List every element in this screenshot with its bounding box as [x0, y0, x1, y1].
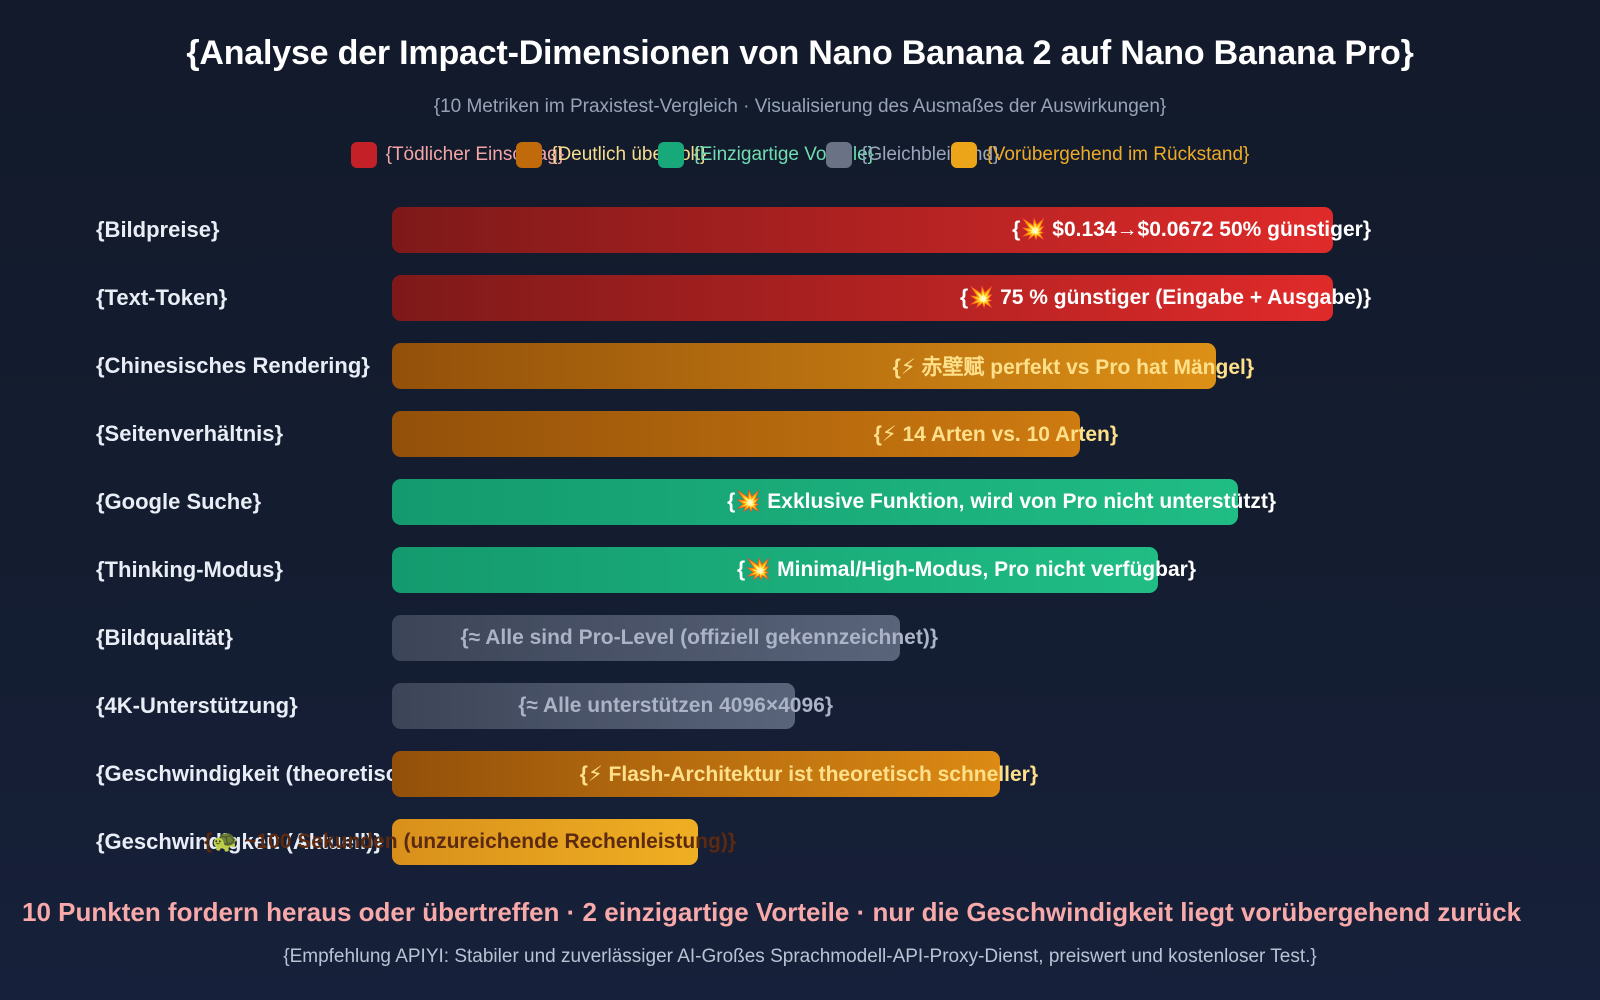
bar-category-label: {Geschwindigkeit (theoretisch)} [96, 761, 428, 786]
bar-4[interactable]: {💥 Exklusive Funktion, wird von Pro nich… [392, 479, 1276, 525]
bar-6[interactable]: {≈ Alle sind Pro-Level (offiziell gekenn… [392, 615, 938, 661]
bar-value-label: {💥 75 % günstiger (Eingabe + Ausgabe)} [959, 286, 1371, 309]
footer-note: {Empfehlung APIYI: Stabiler und zuverläs… [283, 946, 1317, 967]
bar-category-label: {Geschwindigkeit (Aktuell)} [96, 829, 383, 854]
bar-category-label: {Google Suche} [96, 489, 262, 514]
legend-swatch-icon [826, 142, 852, 168]
bar-row: {Geschwindigkeit (Aktuell)} {🐢 ~100 Sekun… [0, 808, 1600, 876]
legend-swatch-icon [516, 142, 543, 168]
chart-legend: {Tödlicher Einschlag} {Deutlich überholt}… [0, 142, 1600, 168]
bar-value-label: {≈ Alle unterstützen 4096×4096} [518, 694, 833, 717]
legend-item-4: {Vorübergehend im Rückstand} [951, 142, 1249, 168]
bar-category-label: {Bildqualität} [96, 625, 233, 650]
legend-swatch-icon [350, 142, 377, 168]
bar-0[interactable]: {💥 $0.134→$0.0672 50% günstiger} [392, 207, 1371, 253]
bar-value-label: {⚡ Flash-Architektur ist theoretisch sch… [579, 762, 1038, 786]
bar-value-label: {🐢 ~100 Sekunden (unzureichende Rechenle… [203, 830, 736, 853]
bar-value-label: {💥 $0.134→$0.0672 50% günstiger} [1012, 218, 1371, 241]
footer-summary: 10 Punkten fordern heraus oder übertreff… [22, 897, 1522, 927]
bar-row: {Bildqualität} {≈ Alle sind Pro-Level (of… [0, 604, 1600, 672]
page-subtitle: {10 Metriken im Praxistest-Vergleich · V… [433, 96, 1167, 117]
bar-rows: {Bildpreise} {💥 $0.134→$0.0672 50% günsti… [0, 196, 1600, 876]
bar-value-label: {⚡ 赤壁赋 perfekt vs Pro hat Mängel} [892, 356, 1254, 379]
legend-swatch-icon [951, 142, 978, 168]
bar-value-label: {💥 Exklusive Funktion, wird von Pro nich… [727, 490, 1276, 513]
bar-row: {Chinesisches Rendering} {⚡ 赤壁赋 perfekt v… [0, 332, 1600, 400]
bar-9[interactable]: {🐢 ~100 Sekunden (unzureichende Rechenle… [204, 819, 736, 865]
bar-value-label: {⚡ 14 Arten vs. 10 Arten} [873, 422, 1118, 446]
bar-value-label: {💥 Minimal/High-Modus, Pro nicht verfügb… [736, 558, 1196, 581]
bar-row: {Bildpreise} {💥 $0.134→$0.0672 50% günsti… [0, 196, 1600, 264]
bar-category-label: {4K-Unterstützung} [96, 693, 298, 718]
bar-row: {Text-Token} {💥 75 % günstiger (Eingabe +… [0, 264, 1600, 332]
page-title: {Analyse der Impact-Dimensionen von Nano… [186, 34, 1414, 72]
bar-7[interactable]: {≈ Alle unterstützen 4096×4096} [392, 683, 833, 729]
bar-category-label: {Bildpreise} [96, 217, 220, 242]
bar-row: {4K-Unterstützung} {≈ Alle unterstützen 4… [0, 672, 1600, 740]
bar-8[interactable]: {⚡ Flash-Architektur ist theoretisch sch… [392, 751, 1038, 797]
bar-row: {Geschwindigkeit (theoretisch)} {⚡ Flash-… [0, 740, 1600, 808]
bar-category-label: {Seitenverhältnis} [96, 421, 284, 446]
bar-2[interactable]: {⚡ 赤壁赋 perfekt vs Pro hat Mängel} [392, 343, 1254, 389]
bar-3[interactable]: {⚡ 14 Arten vs. 10 Arten} [392, 411, 1118, 457]
bar-value-label: {≈ Alle sind Pro-Level (offiziell gekenn… [460, 626, 938, 649]
bar-row: {Thinking-Modus} {💥 Minimal/High-Modus, P… [0, 536, 1600, 604]
bar-category-label: {Chinesisches Rendering} [96, 353, 370, 378]
bar-row: {Google Suche} {💥 Exklusive Funktion, wir… [0, 468, 1600, 536]
legend-label: {Vorübergehend im Rückstand} [986, 144, 1250, 165]
bar-category-label: {Thinking-Modus} [96, 557, 283, 582]
bar-category-label: {Text-Token} [96, 285, 228, 310]
bar-5[interactable]: {💥 Minimal/High-Modus, Pro nicht verfügb… [392, 547, 1196, 593]
bar-1[interactable]: {💥 75 % günstiger (Eingabe + Ausgabe)} [392, 275, 1371, 321]
bar-row: {Seitenverhältnis} {⚡ 14 Arten vs. 10 Art… [0, 400, 1600, 468]
legend-swatch-icon [658, 142, 685, 168]
